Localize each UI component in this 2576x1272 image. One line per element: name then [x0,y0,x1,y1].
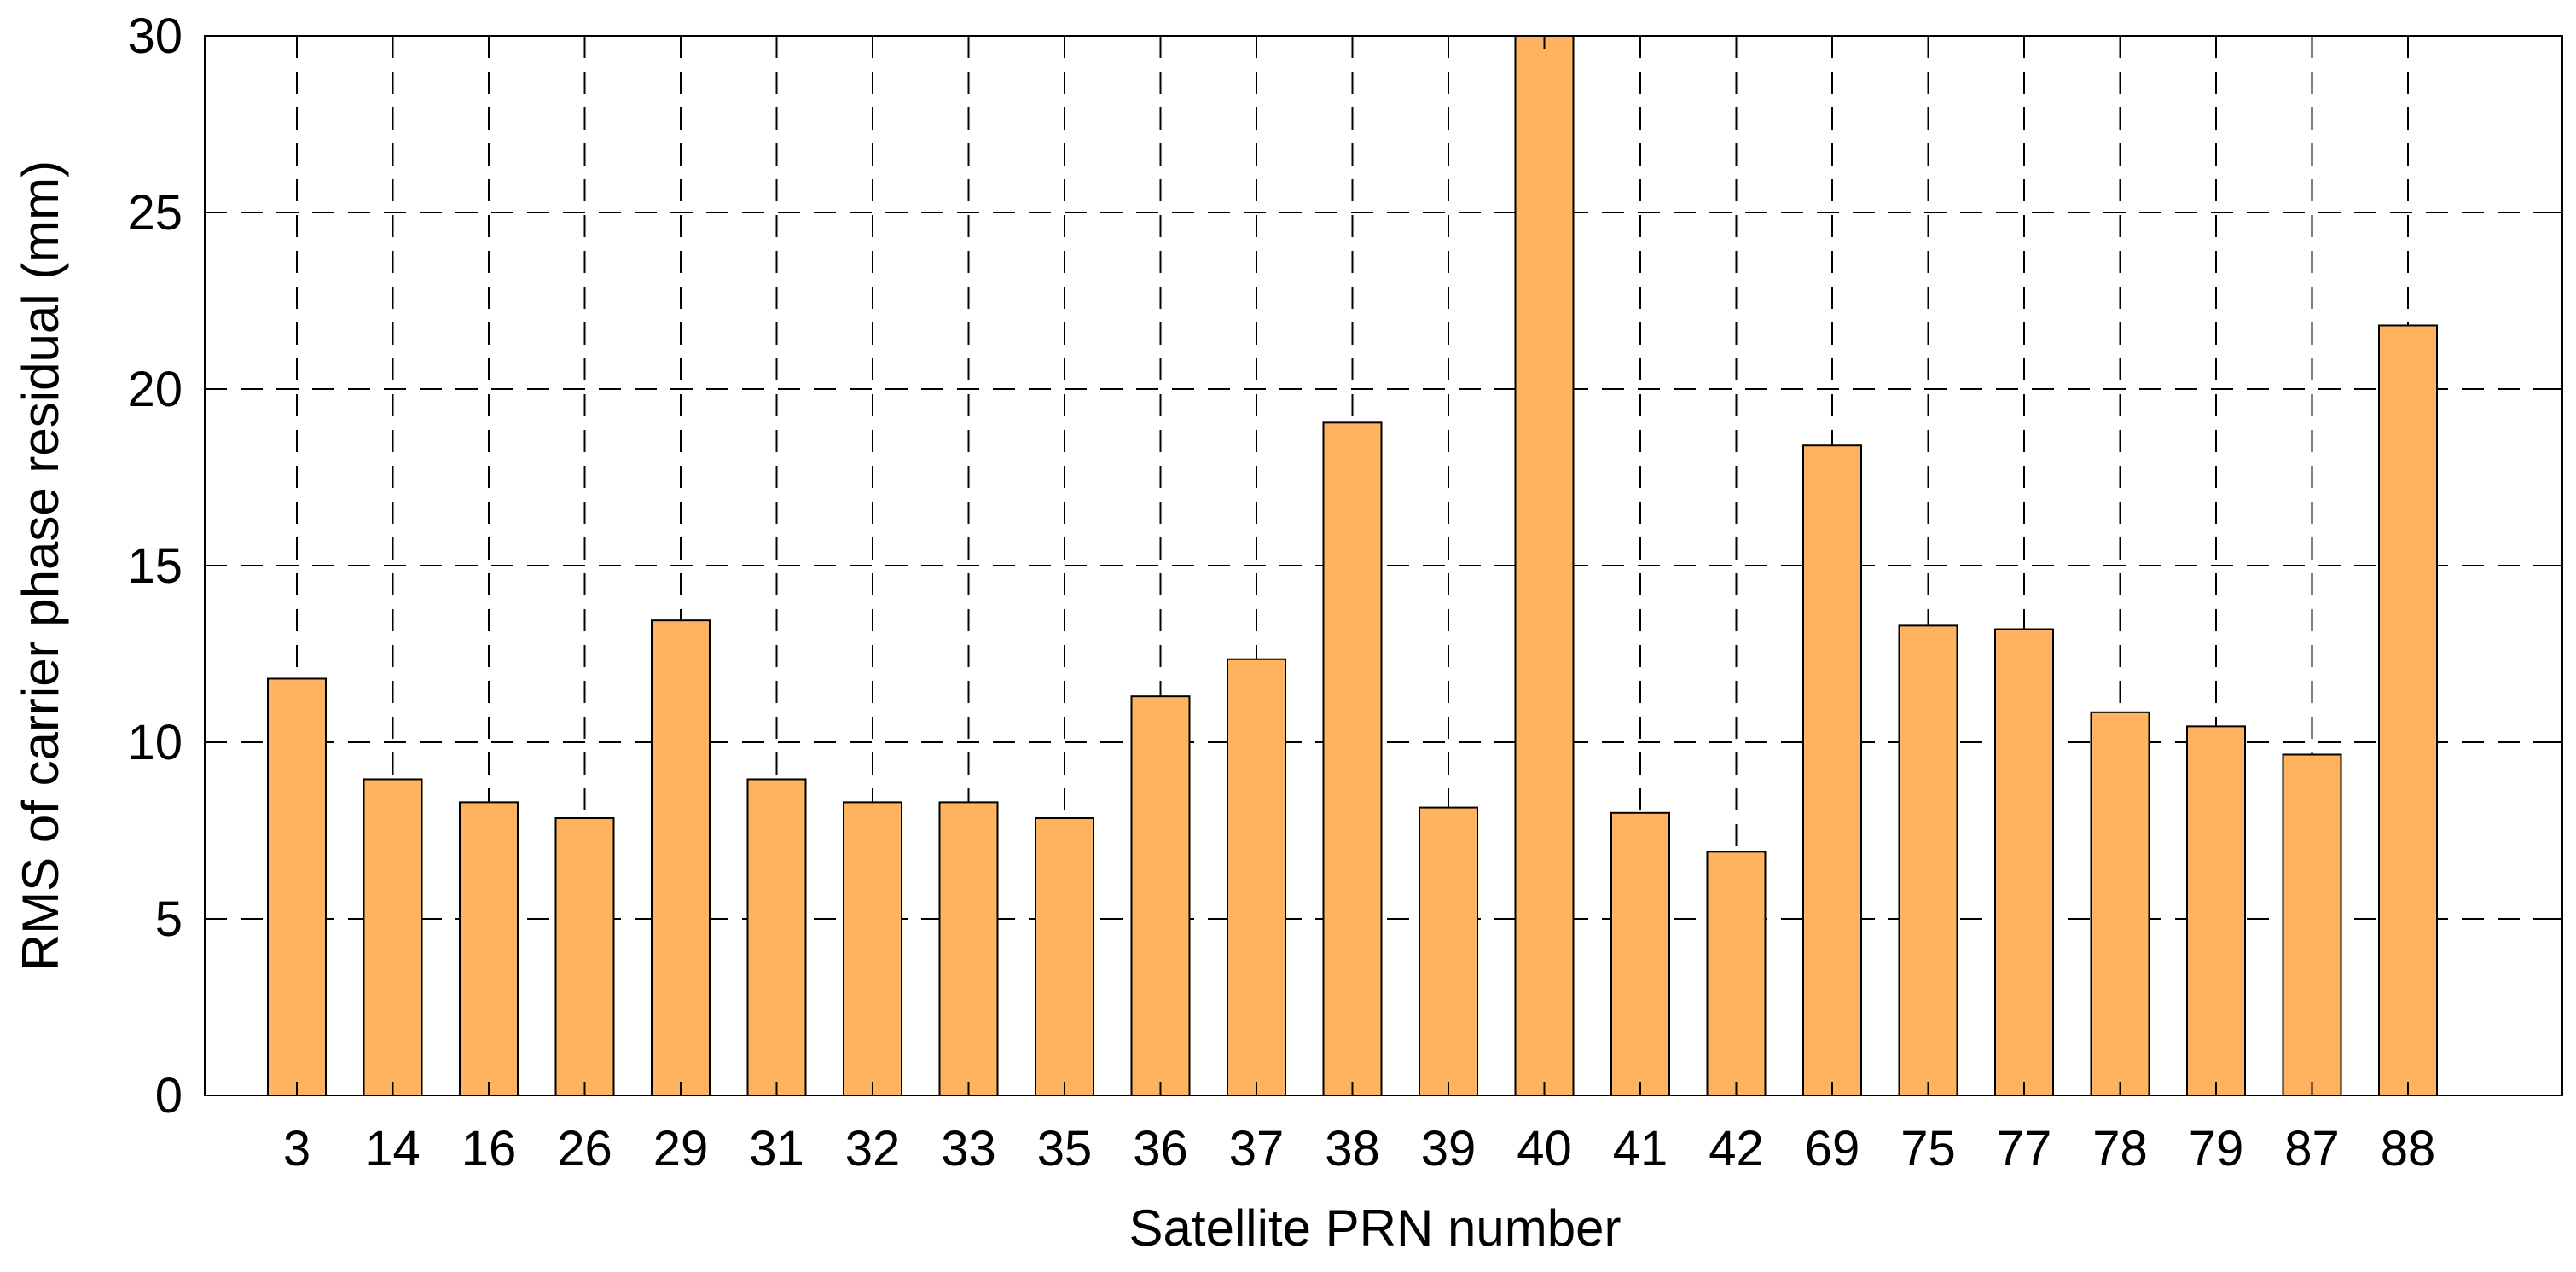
bar-prn-31 [746,778,807,1096]
x-tick-label: 38 [1325,1121,1380,1176]
x-tick-label: 33 [941,1121,996,1176]
y-tick-label: 25 [127,185,183,241]
x-tick-label: 37 [1229,1121,1285,1176]
x-axis-ticks: 3 14 16 26 29 31 32 33 35 36 37 38 39 40 41 42 69 75 77 78 7… [283,36,2435,1176]
x-tick-label: 3 [283,1121,310,1176]
x-tick-label: 41 [1613,1121,1668,1176]
bar-prn-77 [1994,628,2054,1096]
x-tick-label: 77 [1997,1121,2052,1176]
x-axis-title: Satellite PRN number [1129,1199,1622,1257]
y-tick-label: 5 [155,892,183,947]
bar-prn-39 [1419,806,1478,1097]
x-tick-label: 35 [1037,1121,1093,1176]
x-tick-label: 26 [557,1121,612,1176]
x-tick-label: 79 [2189,1121,2244,1176]
bar-prn-42 [1706,851,1767,1097]
x-tick-label: 31 [749,1121,804,1176]
x-tick-label: 42 [1709,1121,1764,1176]
x-tick-label: 16 [461,1121,517,1176]
x-tick-label: 75 [1900,1121,1956,1176]
bar-prn-33 [938,801,999,1096]
x-tick-label: 36 [1133,1121,1188,1176]
bar-prn-69 [1802,444,1862,1096]
x-tick-label: 78 [2092,1121,2148,1176]
bar-prn-38 [1322,421,1383,1096]
bar-prn-41 [1610,811,1670,1096]
bar-prn-37 [1227,658,1286,1097]
bar-prn-29 [651,619,711,1096]
y-tick-label: 15 [127,538,183,594]
bar-prn-26 [554,817,615,1096]
y-axis-title: RMS of carrier phase residual (mm) [12,160,69,971]
x-tick-label: 32 [845,1121,901,1176]
x-tick-label: 69 [1805,1121,1860,1176]
bar-prn-35 [1035,817,1094,1096]
bar-prn-88 [2378,324,2438,1097]
bar-prn-3 [267,677,327,1096]
y-tick-label: 0 [155,1068,183,1124]
bar-prn-79 [2186,725,2246,1096]
x-tick-label: 14 [365,1121,421,1176]
bar-prn-40 [1514,35,1575,1096]
x-tick-label: 40 [1517,1121,1572,1176]
y-tick-label: 10 [127,715,183,770]
x-tick-label: 39 [1421,1121,1477,1176]
bar-prn-14 [363,778,423,1096]
y-tick-label: 30 [127,9,183,64]
x-tick-label: 29 [653,1121,709,1176]
bar-prn-36 [1130,695,1191,1096]
bar-prn-75 [1898,624,1958,1096]
bar-prn-87 [2282,753,2342,1096]
bar-prn-32 [843,801,902,1096]
x-tick-label: 87 [2284,1121,2340,1176]
bar-prn-16 [459,801,519,1096]
y-axis-ticks: 0 5 10 15 20 25 30 [127,9,2562,1124]
y-tick-label: 20 [127,362,183,417]
bar-prn-78 [2090,711,2150,1096]
x-tick-label: 88 [2381,1121,2436,1176]
bars [267,35,2438,1097]
